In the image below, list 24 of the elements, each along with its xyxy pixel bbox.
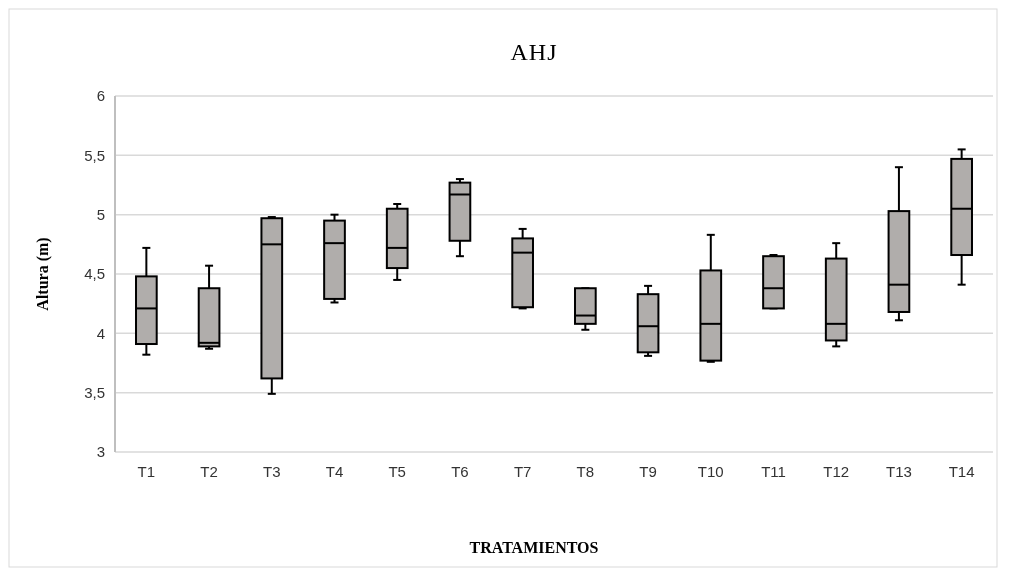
x-tick-label: T8 bbox=[576, 463, 595, 480]
x-tick-label: T12 bbox=[823, 463, 850, 480]
x-tick-label: T3 bbox=[263, 463, 281, 480]
chart-title: AHJ bbox=[510, 39, 558, 65]
x-tick-label: T1 bbox=[137, 463, 156, 480]
y-tick-label: 5 bbox=[96, 205, 105, 223]
x-tick-label: T13 bbox=[886, 463, 912, 480]
x-tick-label: T5 bbox=[388, 463, 406, 480]
y-tick-label: 3 bbox=[96, 443, 105, 461]
x-tick-label: T6 bbox=[451, 463, 469, 480]
x-axis-title: TRATAMIENTOS bbox=[469, 539, 599, 556]
y-tick-label: 3,5 bbox=[84, 383, 105, 401]
y-tick-label: 5,5 bbox=[84, 146, 105, 164]
x-tick-label: T7 bbox=[513, 463, 532, 480]
y-tick-label: 6 bbox=[96, 87, 105, 105]
x-tick-label: T4 bbox=[325, 463, 344, 480]
x-tick-label: T11 bbox=[761, 463, 786, 480]
y-tick-label: 4,5 bbox=[84, 265, 105, 283]
x-tick-label: T14 bbox=[948, 463, 975, 480]
x-tick-label: T2 bbox=[200, 463, 218, 480]
y-tick-label: 4 bbox=[96, 324, 105, 342]
x-tick-label: T9 bbox=[639, 463, 657, 480]
x-tick-label: T10 bbox=[697, 463, 724, 480]
y-axis-title: Altura (m) bbox=[34, 237, 52, 311]
